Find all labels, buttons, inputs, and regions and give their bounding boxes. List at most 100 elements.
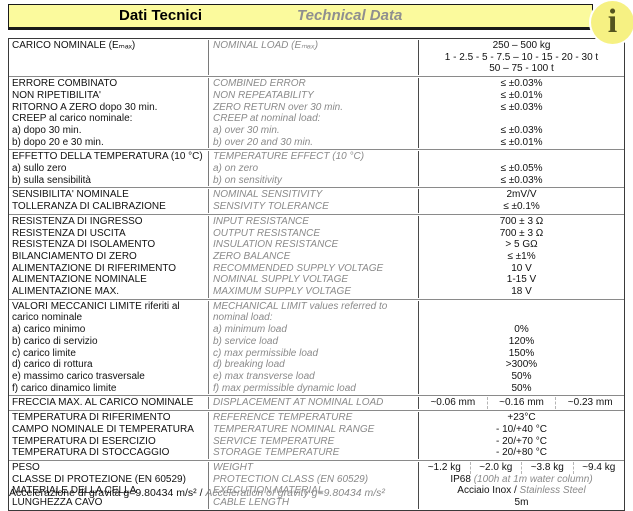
row-label-english: OUTPUT RESISTANCE [209,227,419,240]
table-row: TEMPERATURA DI STOCCAGGIO STORAGE TEMPERA… [9,447,624,459]
table-group: FRECCIA MAX. AL CARICO NOMINALE DISPLACEM… [9,395,624,410]
table-row: CAMPO NOMINALE DI TEMPERATURA TEMPERATURE… [9,423,624,436]
table-row: ALIMENTAZIONE DI RIFERIMENTO RECOMMENDED … [9,262,624,275]
value-line: 50 – 75 - 100 t [489,63,554,75]
row-label-english: a) over 30 min. [209,124,419,137]
row-label-italian: d) carico di rottura [9,359,209,371]
row-label-italian: ALIMENTAZIONE MAX. [9,286,209,298]
row-label-english: c) max permissible load [209,347,419,360]
value-cell: ~3.8 kg [521,461,573,474]
row-value: 0% [419,324,624,336]
row-label-italian: FRECCIA MAX. AL CARICO NOMINALE [9,397,209,410]
row-label-english: PROTECTION CLASS (EN 60529) [209,473,419,486]
row-value [419,301,624,313]
value-text: ≤ ±1% [507,250,536,262]
table-row: CLASSE DI PROTEZIONE (EN 60529) PROTECTIO… [9,473,624,486]
row-label-italian: b) dopo 20 e 30 min. [9,136,209,149]
row-label-italian: a) sullo zero [9,163,209,175]
value-cell: ~1.2 kg [427,461,461,473]
row-label-italian: SENSIBILITA' NOMINALE [9,189,209,202]
row-label-english: b) service load [209,335,419,348]
row-label-italian: RESISTENZA DI USCITA [9,227,209,240]
table-row: RITORNO A ZERO dopo 30 min. ZERO RETURN o… [9,101,624,114]
title-banner: Dati Tecnici Technical Data [8,4,593,30]
row-label-italian: CARICO NOMINALE (Eₘₐₓ) [9,40,209,76]
row-value: - 20/+80 °C [419,447,624,459]
table-row: c) carico limite c) max permissible load 1… [9,347,624,360]
table-group: VALORI MECCANICI LIMITE riferiti al MECHA… [9,298,624,396]
row-value: - 10/+40 °C [419,424,624,436]
row-value [419,113,624,125]
row-label-italian: PESO [9,461,209,474]
row-label-english: NOMINAL SUPPLY VOLTAGE [209,274,419,287]
row-value: >300% [419,359,624,371]
row-value: ≤ ±0.01% [419,137,624,149]
row-value [419,151,624,163]
row-label-english: CABLE LENGTH [209,497,419,509]
table-group: RESISTENZA DI INGRESSO INPUT RESISTANCE 70… [9,213,624,299]
row-label-english: RECOMMENDED SUPPLY VOLTAGE [209,262,419,275]
row-label-italian: ALIMENTAZIONE DI RIFERIMENTO [9,262,209,275]
info-icon[interactable]: i [591,1,633,44]
row-value: 150% [419,348,624,360]
value-text: Acciaio Inox / [457,485,520,497]
value-cell: ~0.06 mm [430,397,476,409]
value-note: (100h at 1m water column) [473,473,593,485]
row-label-italian: b) sulla sensibilità [9,174,209,187]
row-label-english: WEIGHT [209,461,419,474]
row-value: IP68 (100h at 1m water column) [419,474,624,486]
row-value: 700 ± 3 Ω [419,216,624,228]
row-label-english: a) minimum load [209,324,419,336]
table-row: a) dopo 30 min. a) over 30 min. ≤ ±0.03% [9,124,624,137]
table-row: SENSIBILITA' NOMINALE NOMINAL SENSITIVITY… [9,189,624,202]
value-text: > 5 GΩ [505,239,538,251]
row-label-english: COMBINED ERROR [209,78,419,90]
gravity-footnote: Accelerazione di gravità g=9.80434 m/s² … [9,487,385,499]
row-label-italian: a) dopo 30 min. [9,124,209,137]
table-row: LUNGHEZZA CAVO CABLE LENGTH 5m [9,497,624,509]
value-text: >300% [505,359,538,371]
table-group: PESO WEIGHT ~1.2 kg ~2.0 kg ~3.8 kg ~9.4 kg CL… [9,459,624,510]
table-row: TEMPERATURA DI RIFERIMENTO REFERENCE TEMP… [9,412,624,424]
value-note: Stainless Steel [519,485,586,497]
row-label-italian: TEMPERATURA DI ESERCIZIO [9,435,209,448]
row-label-english: b) over 20 and 30 min. [209,136,419,149]
row-label-italian: MATERIALE DELLA CELLA [9,485,209,498]
row-value: ~0.06 mm ~0.16 mm ~0.23 mm [419,397,624,410]
row-label-english: ZERO RETURN over 30 min. [209,101,419,114]
value-cell: ~2.0 kg [469,461,522,474]
gravity-footnote-english: Acceleration of gravity g=9.80434 m/s² [205,487,385,499]
row-label-english: NOMINAL LOAD (Eₘₐₓ) [209,40,419,76]
table-row: d) carico di rottura d) breaking load >300… [9,359,624,371]
row-label-italian: TEMPERATURA DI RIFERIMENTO [9,412,209,424]
row-label-english: STORAGE TEMPERATURE [209,447,419,459]
info-icon-glyph: i [607,2,618,40]
row-label-italian: TEMPERATURA DI STOCCAGGIO [9,447,209,459]
value-text: 5m [514,497,529,509]
table-row: CARICO NOMINALE (Eₘₐₓ) NOMINAL LOAD (Eₘₐₓ… [9,40,624,76]
value-text: 150% [508,347,535,359]
value-text: 0% [514,324,529,336]
table-row: CREEP al carico nominale: CREEP at nomina… [9,113,624,125]
table-group: ERRORE COMBINATO COMBINED ERROR ≤ ±0.03% NO… [9,76,624,149]
row-label-english: NON REPEATABILITY [209,89,419,102]
value-text: - 20/+70 °C [496,435,547,447]
table-row: carico nominale nominal load: [9,312,624,325]
row-value: 50% [419,383,624,395]
value-text: 50% [511,370,532,382]
table-group: TEMPERATURA DI RIFERIMENTO REFERENCE TEMP… [9,410,624,460]
value-text: IP68 [450,473,474,485]
row-label-italian: RITORNO A ZERO dopo 30 min. [9,101,209,114]
row-value: 2mV/V [419,189,624,201]
row-value: 10 V [419,263,624,275]
table-group: SENSIBILITA' NOMINALE NOMINAL SENSITIVITY… [9,187,624,213]
row-value: > 5 GΩ [419,239,624,251]
value-text: ≤ ±0.03% [500,101,543,113]
row-label-italian: CAMPO NOMINALE DI TEMPERATURA [9,423,209,436]
value-cell: ~0.23 mm [555,397,624,410]
row-label-italian: TOLLERANZA DI CALIBRAZIONE [9,201,209,213]
row-value: ≤ ±1% [419,251,624,263]
row-value: ≤ ±0.03% [419,78,624,90]
technical-data-table: CARICO NOMINALE (Eₘₐₓ) NOMINAL LOAD (Eₘₐₓ… [8,38,625,511]
row-label-english: TEMPERATURE EFFECT (10 °C) [209,151,419,164]
